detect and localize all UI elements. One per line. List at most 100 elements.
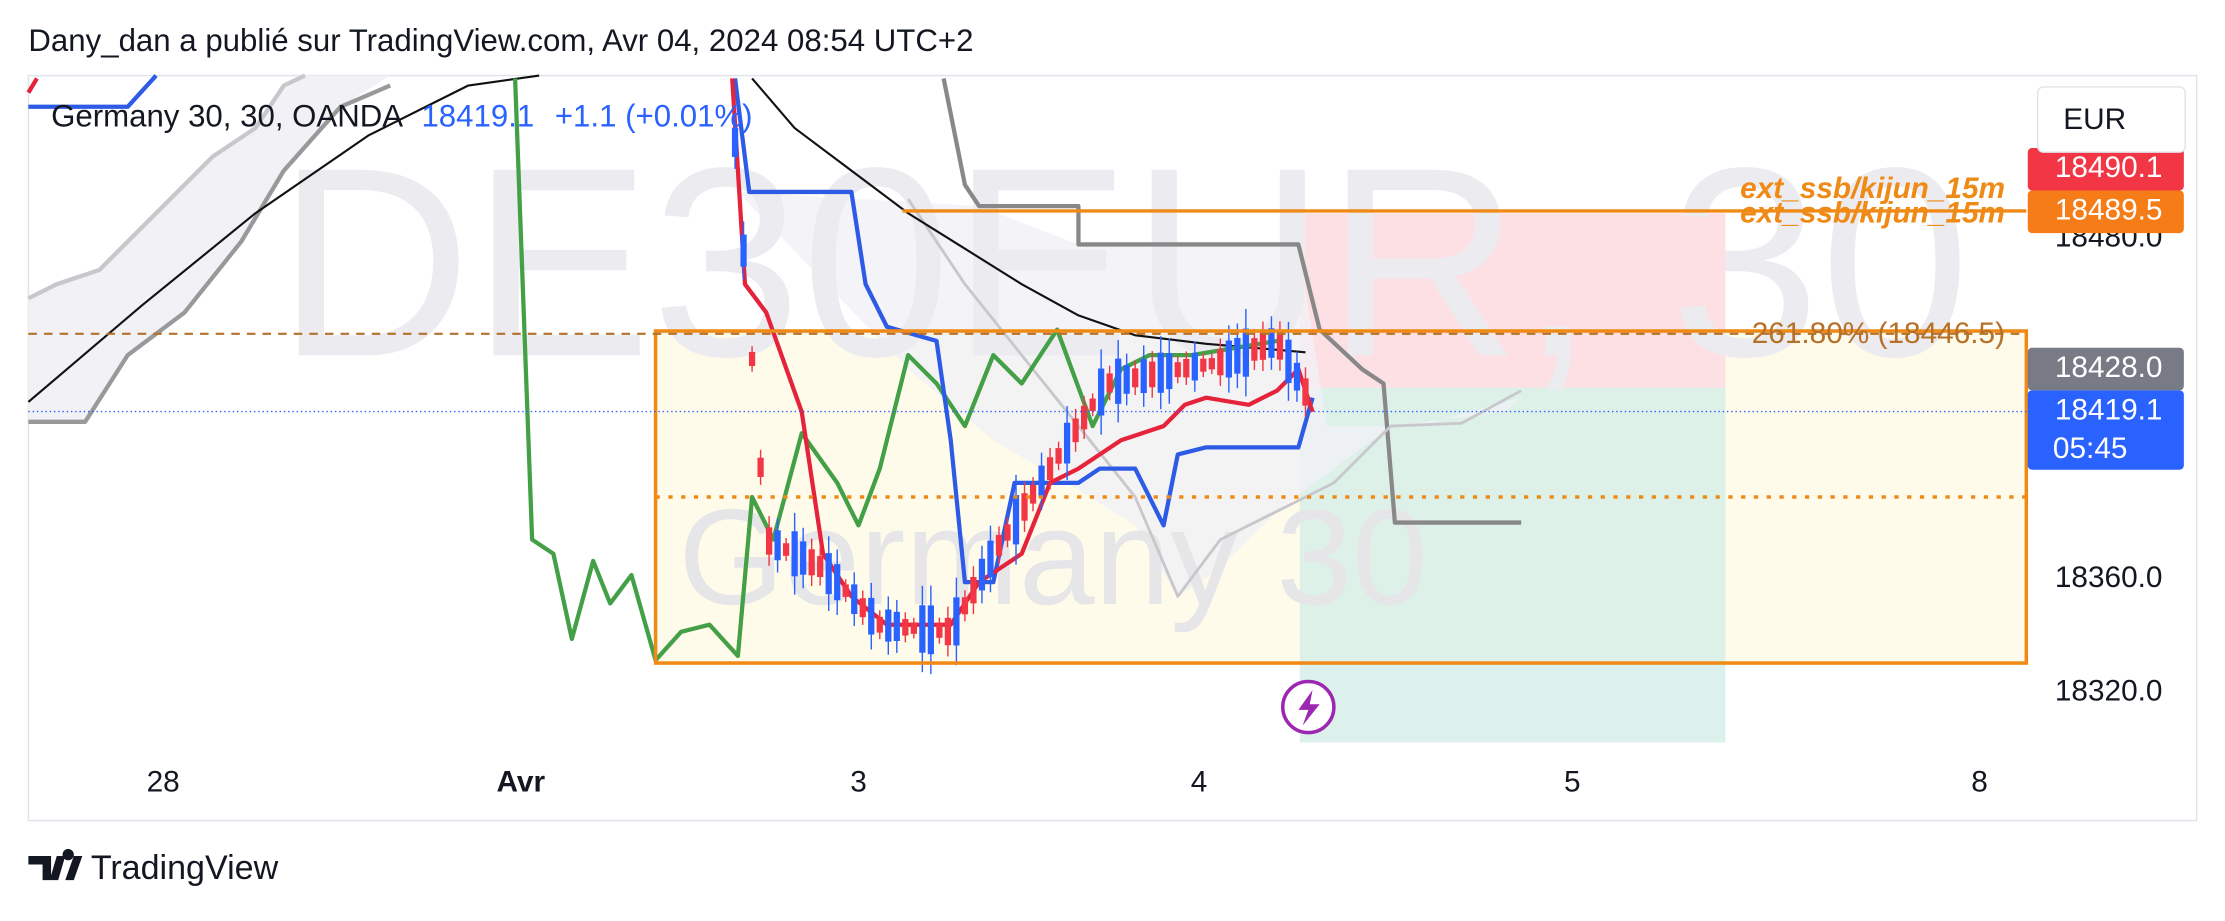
candle-body [1149, 361, 1156, 388]
x-tick-label: 28 [147, 766, 180, 799]
candle-body [842, 584, 849, 597]
candle-body [1115, 358, 1122, 404]
candle-body [825, 553, 832, 595]
chikou-line [512, 78, 1278, 663]
candle-body [1021, 493, 1028, 521]
price-label-box [2027, 190, 2184, 234]
candle-body [1140, 359, 1147, 394]
range-box [653, 329, 2029, 665]
candle-body [1063, 422, 1071, 464]
candle-body [902, 619, 909, 636]
candle-body [800, 541, 807, 575]
price-label: 18489.5 [2055, 194, 2163, 227]
currency-button[interactable] [2036, 86, 2186, 153]
candle-body [1259, 332, 1267, 360]
candle-body [859, 598, 866, 618]
x-tick-label: 4 [1191, 766, 1208, 799]
x-tick-label: 5 [1564, 766, 1581, 799]
annotation-label: 261.80% (18446.5) [1752, 317, 2005, 350]
candle-body [783, 543, 790, 556]
candle-body [1157, 352, 1164, 393]
symbol-price: 18419.1 [421, 98, 534, 133]
candle-body [1242, 328, 1250, 377]
candle-body [1029, 484, 1037, 504]
candle-body [1276, 332, 1284, 360]
candle-body [1200, 358, 1207, 372]
candle-body [1123, 365, 1130, 394]
candle-body [1089, 398, 1096, 412]
candle-body [765, 527, 773, 555]
candle-body [774, 530, 781, 561]
drawings [28, 75, 2027, 743]
candle-body [953, 597, 960, 646]
candle-body [1225, 340, 1232, 378]
y-tick-label: 18360.0 [2055, 561, 2163, 594]
x-tick-label: 3 [850, 766, 867, 799]
candle-body [944, 617, 952, 646]
x-tick-label: 8 [1971, 766, 1988, 799]
cloud [737, 191, 1522, 597]
kijun-line [732, 78, 1315, 585]
senkou-a [27, 73, 306, 301]
publisher-line: Dany_dan a publié sur TradingView.com, A… [28, 23, 973, 58]
price-label-box [2027, 347, 2184, 391]
candle-body [1132, 368, 1139, 388]
price-label-box [2027, 390, 2184, 470]
candle-body [1293, 362, 1301, 391]
candle-body [1072, 418, 1079, 443]
price-label: 18428.0 [2055, 351, 2163, 384]
time-axis: 28 Avr 3 4 5 8 [147, 766, 1988, 799]
currency[interactable]: EUR [2063, 103, 2126, 136]
annotation-label: ext_ssb/kijun_15m [1740, 172, 2005, 205]
watermark-name: Germany 30 [678, 481, 1428, 633]
candle-body [1046, 457, 1054, 481]
watermark-ticker: DE30EUR, 30 [277, 112, 1970, 413]
countdown: 05:45 [2053, 432, 2128, 465]
annotation-label: ext_ssb/kijun_15m [1740, 197, 2005, 230]
candle-body [1268, 328, 1275, 358]
candle-body [1055, 448, 1062, 464]
candle-body [893, 611, 900, 642]
candle-body [1217, 349, 1224, 376]
candle-body [927, 605, 934, 655]
candle-body [1285, 339, 1292, 384]
candle-body [740, 234, 747, 267]
senkou-b [28, 83, 392, 424]
candle-body [885, 609, 892, 642]
moving-average [27, 74, 540, 403]
candle-body [757, 457, 764, 477]
candle-body [851, 584, 858, 614]
stop-zone [1299, 213, 1726, 388]
candle-body [1302, 378, 1309, 406]
tenkan-line [26, 77, 39, 94]
candle-body [1004, 524, 1011, 541]
candle-body [995, 534, 1003, 556]
candle-body [910, 622, 917, 634]
x-tick-label: Avr [496, 766, 545, 799]
candle-body [970, 577, 977, 604]
candle-body [748, 351, 756, 367]
candle-body [817, 556, 824, 578]
indicators [26, 73, 1522, 663]
logo-mark [28, 848, 83, 881]
candle-body [834, 564, 841, 601]
candle-body [1234, 338, 1241, 374]
footer-logo: TradingView [28, 848, 279, 887]
lagging-line [941, 77, 1522, 525]
candle-body [731, 127, 739, 157]
candles [731, 115, 1309, 675]
candle-body [961, 597, 969, 615]
candle-body [919, 605, 926, 653]
price-label: 18419.1 [2055, 393, 2163, 426]
candle-body [1080, 405, 1088, 430]
candle-body [1038, 465, 1045, 498]
y-tick-label: 18320.0 [2055, 675, 2163, 708]
cloud [28, 75, 391, 422]
moving-average [751, 77, 1306, 354]
kijun-line [28, 74, 158, 109]
candle-body [1183, 358, 1190, 378]
candle-body [978, 558, 986, 591]
